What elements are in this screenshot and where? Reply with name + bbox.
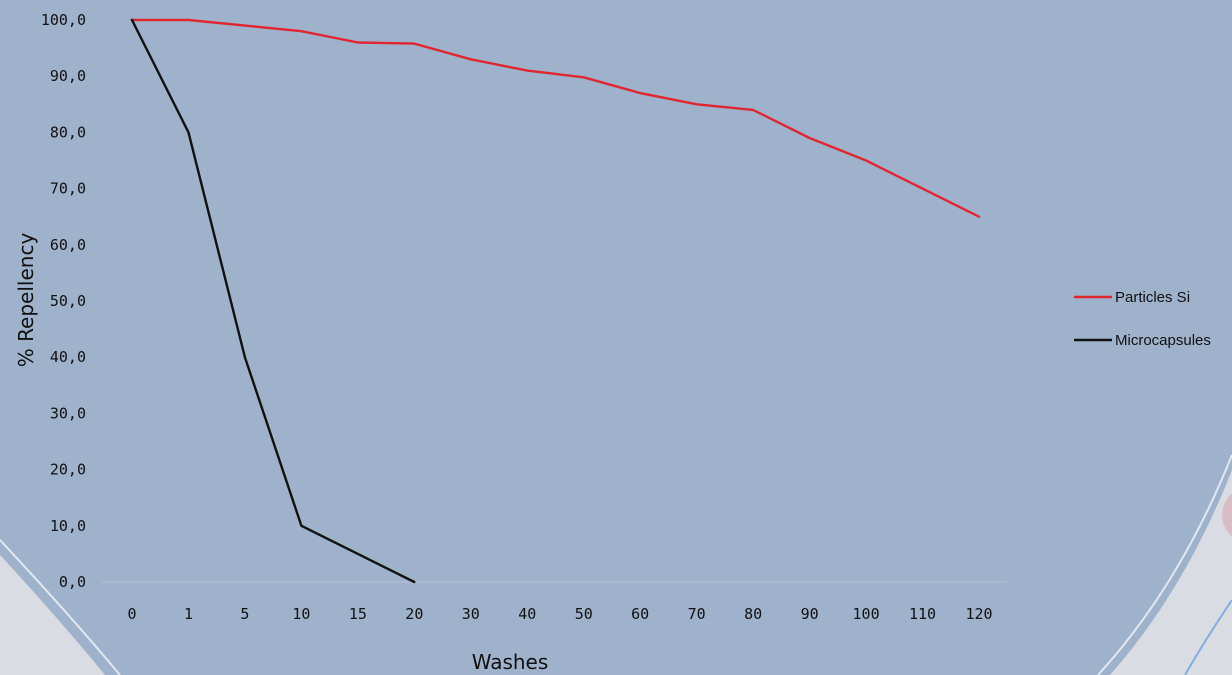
y-tick-label: 60,0 xyxy=(50,236,86,254)
x-tick-label: 15 xyxy=(349,605,367,623)
x-tick-label: 80 xyxy=(744,605,762,623)
series-line-microcapsules xyxy=(130,18,416,584)
legend-label-particles-si: Particles Si xyxy=(1115,289,1190,306)
y-tick-label: 10,0 xyxy=(50,517,86,535)
x-axis-title: Washes xyxy=(472,650,549,674)
background-swoosh-right-edge xyxy=(1097,454,1232,675)
x-tick-label: 10 xyxy=(292,605,310,623)
y-axis-title: % Repellency xyxy=(14,233,38,368)
x-tick-label: 40 xyxy=(518,605,536,623)
background-decoration xyxy=(0,454,1232,675)
legend-label-microcapsules: Microcapsules xyxy=(1115,332,1211,349)
x-tick-label: 100 xyxy=(853,605,880,623)
x-axis-ticks: 0 1 5 10 15 20 30 40 50 60 70 80 90 100 110 120 xyxy=(127,605,992,623)
y-tick-label: 80,0 xyxy=(50,123,86,141)
y-tick-label: 0,0 xyxy=(59,573,86,591)
y-tick-label: 20,0 xyxy=(50,461,86,479)
y-tick-label: 70,0 xyxy=(50,180,86,198)
x-tick-label: 120 xyxy=(965,605,992,623)
y-tick-label: 50,0 xyxy=(50,292,86,310)
background-swoosh-right-inner xyxy=(1184,599,1232,675)
x-tick-label: 5 xyxy=(240,605,249,623)
x-tick-label: 20 xyxy=(405,605,423,623)
background-swoosh-left xyxy=(0,555,105,675)
y-tick-label: 30,0 xyxy=(50,404,86,422)
y-axis-ticks: 0,0 10,0 20,0 30,0 40,0 50,0 60,0 70,0 80,0 90,0 1… xyxy=(41,11,86,591)
y-tick-label: 100,0 xyxy=(41,11,86,29)
x-tick-label: 30 xyxy=(462,605,480,623)
background-accent-circle xyxy=(1222,493,1232,537)
series-line-particles-si xyxy=(130,18,981,218)
x-tick-label: 0 xyxy=(127,605,136,623)
legend: Particles Si Microcapsules xyxy=(1074,289,1211,349)
y-tick-label: 40,0 xyxy=(50,348,86,366)
x-tick-label: 70 xyxy=(688,605,706,623)
background-swoosh-right xyxy=(1110,470,1232,675)
y-tick-label: 90,0 xyxy=(50,67,86,85)
x-tick-label: 1 xyxy=(184,605,193,623)
series-layer xyxy=(130,18,981,584)
x-tick-label: 60 xyxy=(631,605,649,623)
background-swoosh-left-edge xyxy=(0,539,121,675)
x-tick-label: 90 xyxy=(801,605,819,623)
x-tick-label: 110 xyxy=(909,605,936,623)
x-tick-label: 50 xyxy=(575,605,593,623)
